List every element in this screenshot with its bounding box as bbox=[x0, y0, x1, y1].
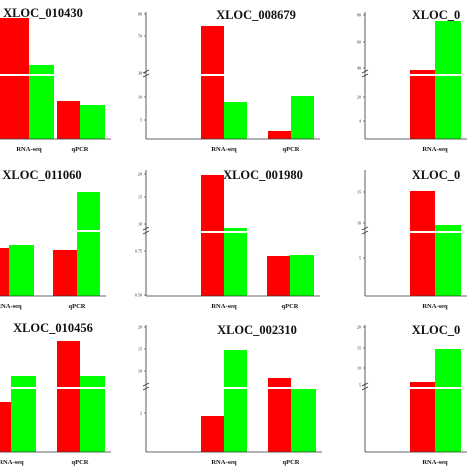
bar bbox=[53, 250, 77, 296]
chart-panel: XLOC_010430 RNA-seq qPCR bbox=[0, 6, 111, 153]
bar bbox=[57, 101, 80, 139]
bar bbox=[224, 350, 247, 452]
chart-panel: XLOC_010456 RNA-seq qPCR bbox=[0, 321, 111, 466]
y-tick-label: 5 bbox=[359, 383, 361, 388]
axis-break-symbol bbox=[361, 69, 369, 78]
chart-panel: XLOC_0 15 10 5 RNA-seq bbox=[357, 168, 467, 310]
y-tick-label: 15 bbox=[138, 195, 142, 200]
bar bbox=[268, 378, 291, 452]
x-tick-label: qPCR bbox=[72, 459, 89, 466]
bar bbox=[0, 402, 11, 452]
x-tick-label: RNA-seq bbox=[422, 146, 448, 153]
bar bbox=[410, 191, 435, 296]
y-tick-label: 20 bbox=[357, 325, 361, 330]
x-tick-label: qPCR bbox=[72, 146, 89, 153]
bar bbox=[9, 245, 34, 296]
bar bbox=[224, 228, 247, 296]
bar bbox=[77, 192, 100, 296]
axis-break-symbol bbox=[142, 382, 150, 391]
x-tick-label: RNA-seq bbox=[211, 303, 237, 310]
y-tick-label: 10 bbox=[357, 221, 361, 226]
bar bbox=[224, 102, 247, 139]
chart-panel: XLOC_002310 20 15 10 2 RNA-seq qPCR bbox=[138, 323, 322, 466]
bar bbox=[410, 382, 435, 452]
y-tick-label: 5 bbox=[359, 256, 361, 261]
y-tick-label: 20 bbox=[357, 95, 361, 100]
bar bbox=[435, 349, 461, 452]
x-tick-label: RNA-seq bbox=[0, 459, 24, 466]
y-tick-label: 60 bbox=[357, 40, 361, 45]
x-tick-label: qPCR bbox=[283, 459, 300, 466]
y-tick-label: 0.50 bbox=[135, 293, 142, 298]
y-tick-label: 80 bbox=[138, 12, 142, 17]
x-tick-label: RNA-seq bbox=[211, 146, 237, 153]
x-tick-label: RNA-seq bbox=[211, 459, 237, 466]
y-tick-label: 15 bbox=[138, 347, 142, 352]
axis-break-symbol bbox=[361, 382, 369, 391]
x-tick-label: RNA-seq bbox=[422, 459, 448, 466]
x-tick-label: RNA-seq bbox=[0, 303, 22, 310]
axis-break-symbol bbox=[142, 69, 150, 78]
x-tick-label: RNA-seq bbox=[16, 146, 42, 153]
x-tick-label: RNA-seq bbox=[422, 303, 448, 310]
bar bbox=[29, 65, 54, 139]
y-tick-label: 10 bbox=[138, 95, 142, 100]
bar bbox=[0, 18, 29, 139]
bar bbox=[267, 256, 290, 296]
y-tick-label: 70 bbox=[138, 34, 142, 39]
bar bbox=[201, 416, 224, 452]
bar bbox=[435, 225, 461, 296]
x-tick-label: qPCR bbox=[283, 146, 300, 153]
bar bbox=[268, 131, 291, 139]
x-tick-label: qPCR bbox=[282, 303, 299, 310]
y-tick-label: 4 bbox=[359, 119, 361, 124]
bar bbox=[57, 341, 80, 452]
chart-panel: XLOC_011060 RNA-seq qPCR bbox=[0, 168, 106, 310]
y-tick-label: 10 bbox=[138, 222, 142, 227]
bar bbox=[291, 96, 314, 139]
y-tick-label: 40 bbox=[357, 66, 361, 71]
y-tick-label: 2 bbox=[140, 411, 142, 416]
chart-title: XLOC_0 bbox=[412, 8, 461, 22]
x-tick-label: qPCR bbox=[69, 303, 86, 310]
chart-panel: XLOC_001980 20 15 10 0.75 0.50 RNA-seq qPCR bbox=[135, 168, 320, 310]
y-tick-label: 0.75 bbox=[135, 249, 142, 254]
bar bbox=[435, 21, 461, 139]
bar bbox=[410, 70, 435, 139]
y-tick-label: 80 bbox=[357, 13, 361, 18]
chart-panel: XLOC_008679 80 70 30 10 5 RNA-seq qPCR bbox=[138, 8, 320, 153]
chart-title: XLOC_011060 bbox=[2, 168, 81, 182]
chart-title: XLOC_0 bbox=[412, 168, 461, 182]
bar bbox=[201, 26, 224, 139]
y-tick-label: 15 bbox=[357, 346, 361, 351]
bar bbox=[201, 175, 224, 296]
bar bbox=[290, 255, 314, 296]
y-tick-label: 30 bbox=[138, 71, 142, 76]
chart-title: XLOC_002310 bbox=[217, 323, 297, 337]
chart-title: XLOC_008679 bbox=[216, 8, 296, 22]
bar bbox=[80, 105, 105, 139]
y-tick-label: 20 bbox=[138, 325, 142, 330]
y-tick-label: 10 bbox=[357, 366, 361, 371]
bar bbox=[0, 248, 9, 296]
chart-title: XLOC_010456 bbox=[13, 321, 93, 335]
bar bbox=[291, 387, 316, 452]
chart-panel: XLOC_0 80 60 40 20 4 RNA-seq bbox=[357, 8, 467, 153]
chart-title: XLOC_0 bbox=[412, 323, 461, 337]
y-tick-label: 20 bbox=[138, 172, 142, 177]
chart-title: XLOC_010430 bbox=[3, 6, 83, 20]
y-tick-label: 15 bbox=[357, 190, 361, 195]
y-tick-label: 5 bbox=[140, 118, 142, 123]
y-tick-label: 10 bbox=[138, 369, 142, 374]
axis-break-symbol bbox=[361, 226, 369, 235]
chart-title: XLOC_001980 bbox=[223, 168, 303, 182]
axis-break-symbol bbox=[142, 226, 150, 235]
chart-panel: XLOC_0 20 15 10 5 RNA-seq bbox=[357, 323, 467, 466]
